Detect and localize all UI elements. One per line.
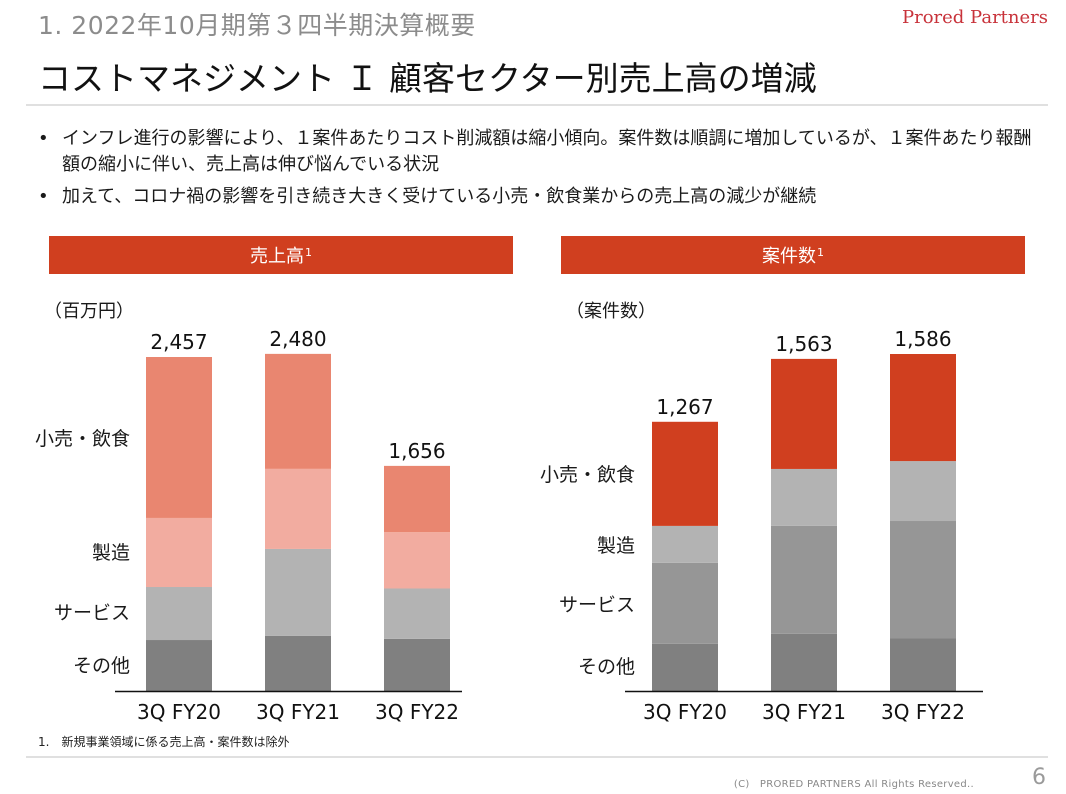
footnote-marker: 1 <box>817 245 824 259</box>
footnote: 1. 新規事業領域に係る売上高・案件数は除外 <box>38 735 290 749</box>
bullet-text: インフレ進行の影響により、１案件あたりコスト削減額は縮小傾向。案件数は順調に増加… <box>62 128 1032 175</box>
sales-x-tick-label: 3Q FY21 <box>256 700 340 724</box>
cases-unit-label: （案件数） <box>566 301 656 322</box>
sales-bar-segment <box>265 548 331 636</box>
footer-divider <box>26 756 1048 758</box>
sales-x-tick-label: 3Q FY20 <box>137 700 221 724</box>
bullet-item: • インフレ進行の影響により、１案件あたりコスト削減額は縮小傾向。案件数は順調に… <box>38 126 1048 178</box>
bullet-marker: • <box>38 186 49 207</box>
cases-legend-other: その他 <box>577 656 635 678</box>
sales-bar-segment <box>265 353 331 469</box>
sales-chart-title: 売上高 <box>250 246 304 267</box>
sales-total-label: 2,480 <box>269 327 326 351</box>
sales-bar-segment <box>146 357 212 518</box>
copyright: (C) PRORED PARTNERS All Rights Reserved.… <box>733 779 974 790</box>
sales-total-label: 1,656 <box>388 439 445 463</box>
cases-legend-retail: 小売・飲食 <box>539 464 635 486</box>
footnote-marker: 1 <box>305 245 312 259</box>
bullet-marker: • <box>38 128 49 149</box>
brand-logo: Prored Partners <box>901 7 1048 28</box>
sales-bar-segment <box>146 587 212 641</box>
sales-bar-segment <box>146 640 212 691</box>
sales-bar-segment <box>146 517 212 588</box>
sales-bar-segment <box>265 468 331 549</box>
bullet-text: 加えて、コロナ禍の影響を引き続き大きく受けている小売・飲食業からの売上高の減少が… <box>62 186 817 207</box>
cases-legend-manufacturing: 製造 <box>596 535 635 557</box>
sales-bar-segment <box>384 588 450 639</box>
title-divider <box>26 104 1048 106</box>
section-title: 1. 2022年10月期第３四半期決算概要 <box>38 11 476 40</box>
sales-legend-manufacturing: 製造 <box>91 542 130 564</box>
sales-total-label: 2,457 <box>150 330 207 354</box>
sales-bar-segment <box>384 465 450 533</box>
sales-bar-segment <box>265 635 331 691</box>
sales-legend-other: その他 <box>72 655 130 677</box>
page-title: コストマネジメント Ｉ 顧客セクター別売上高の増減 <box>38 59 817 98</box>
page-number: 6 <box>1032 765 1046 790</box>
cases-chart-title: 案件数 <box>762 246 816 267</box>
bullet-item: • 加えて、コロナ禍の影響を引き続き大きく受けている小売・飲食業からの売上高の減… <box>38 184 1048 210</box>
sales-unit-label: （百万円） <box>44 301 134 322</box>
sales-bar-segment <box>384 532 450 589</box>
bullet-list: • インフレ進行の影響により、１案件あたりコスト削減額は縮小傾向。案件数は順調に… <box>38 126 1048 216</box>
sales-x-tick-label: 3Q FY22 <box>375 700 459 724</box>
sales-legend-services: サービス <box>53 602 130 624</box>
sales-legend-retail: 小売・飲食 <box>34 428 130 450</box>
cases-legend-services: サービス <box>558 594 635 616</box>
sales-chart-banner: 売上高 1 <box>49 236 513 274</box>
cases-chart-banner: 案件数 1 <box>561 236 1025 274</box>
sales-bar-segment <box>384 638 450 691</box>
